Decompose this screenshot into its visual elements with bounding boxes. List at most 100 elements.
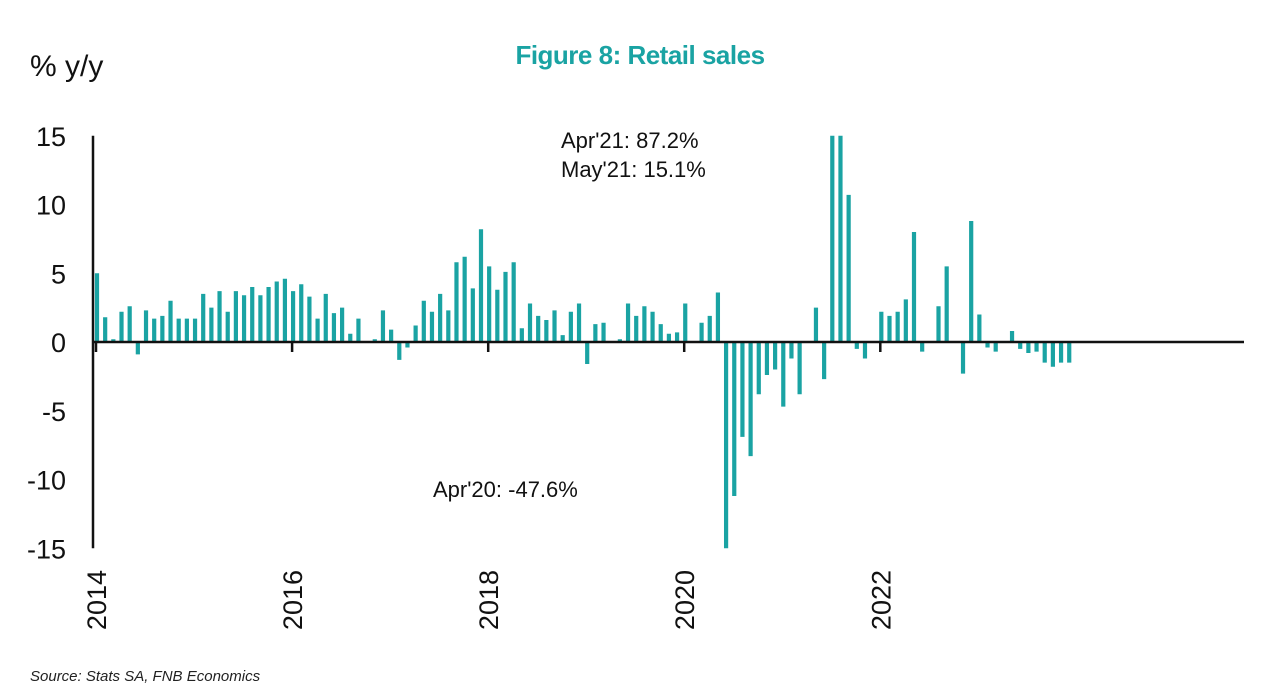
bar-undefined — [1042, 342, 1047, 363]
bar-2015-03 — [209, 307, 214, 343]
bar-2016-12 — [380, 310, 386, 342]
bar-2019-12 — [674, 332, 680, 343]
bar-2019-01 — [585, 342, 590, 364]
bar-2020-12 — [773, 342, 778, 370]
bar-2015-05 — [225, 311, 230, 342]
bar-2014-01 — [94, 273, 100, 342]
bar-2022-06 — [920, 342, 925, 352]
bar-2018-11 — [568, 311, 573, 342]
bar-2021-10 — [854, 342, 859, 349]
bar-2020-09 — [748, 342, 753, 457]
bar-2022-08 — [936, 306, 941, 342]
bar-2016-03 — [307, 296, 312, 343]
bar-2014-03 — [111, 339, 116, 342]
bar-2014-07 — [143, 310, 149, 342]
bar-2020-07 — [732, 342, 737, 496]
bar-2014-10 — [168, 300, 173, 342]
bar-2015-08 — [250, 287, 255, 342]
bar-2015-09 — [258, 295, 263, 342]
y-tick-label: -15 — [27, 534, 66, 564]
x-tick-label: 2022 — [866, 570, 896, 630]
bar-2017-03 — [405, 342, 410, 348]
bar-2022-05 — [911, 232, 917, 342]
bar-2016-09 — [356, 318, 361, 343]
bar-2019-02 — [593, 324, 598, 343]
y-tick-label: 0 — [51, 328, 66, 358]
bar-2021-08 — [838, 135, 843, 342]
bar-2019-05 — [617, 339, 622, 342]
x-tick-label: 2018 — [474, 570, 504, 630]
bar-2019-06 — [625, 303, 631, 342]
bar-2016-11 — [372, 339, 377, 342]
bar-2014-04 — [119, 311, 124, 342]
bar-2018-12 — [576, 303, 582, 342]
bar-2020-03 — [699, 322, 704, 342]
bar-2017-07 — [438, 293, 443, 343]
bar-2014-09 — [160, 315, 165, 343]
bar-2023-01 — [977, 314, 982, 342]
y-tick-label: 15 — [36, 122, 66, 152]
bar-2020-08 — [740, 342, 745, 437]
bar-2017-06 — [429, 311, 435, 342]
bar-2015-11 — [274, 281, 279, 342]
bar-2016-05 — [323, 293, 328, 343]
bar-2015-07 — [241, 295, 247, 342]
bar-2020-10 — [756, 342, 761, 395]
y-tick-label: 10 — [36, 191, 66, 221]
bar-2022-03 — [895, 311, 900, 342]
y-tick-label: -10 — [27, 466, 66, 496]
bar-2022-02 — [887, 315, 892, 343]
x-axis-ticks: 2014 2016 2018 2020 2022 — [82, 342, 896, 630]
bar-2020-06 — [723, 342, 729, 549]
bar-2020-11 — [764, 342, 770, 375]
bar-2018-09 — [552, 310, 557, 342]
bar-2018-03 — [503, 271, 508, 343]
bar-2017-02 — [397, 342, 402, 360]
bar-2021-03 — [797, 342, 802, 395]
source-note: Source: Stats SA, FNB Economics — [30, 668, 261, 685]
bar-2016-02 — [299, 284, 304, 342]
bar-2021-02 — [789, 342, 794, 359]
bar-2021-06 — [822, 342, 827, 380]
bar-2021-09 — [846, 194, 851, 343]
bar-undefined — [1067, 342, 1072, 363]
bar-2023-03 — [993, 342, 998, 352]
bar-2018-04 — [511, 262, 516, 342]
annotation-apr20: Apr'20: -47.6% — [433, 477, 578, 502]
bar-2018-07 — [536, 315, 541, 343]
bar-2017-01 — [389, 329, 394, 343]
bar-2018-10 — [560, 335, 565, 343]
bar-2017-12 — [478, 229, 484, 342]
bar-2015-02 — [201, 293, 206, 343]
bar-2022-04 — [903, 299, 908, 343]
bar-2015-06 — [233, 291, 238, 343]
bar-2016-01 — [290, 291, 296, 343]
x-tick-label: 2016 — [278, 570, 308, 630]
bar-2020-05 — [715, 292, 721, 342]
bar-undefined — [1050, 342, 1055, 367]
bar-2017-05 — [421, 300, 426, 342]
bar-2022-12 — [969, 221, 974, 342]
bar-2022-09 — [944, 266, 949, 343]
x-tick-label: 2014 — [82, 570, 112, 630]
bar-series — [94, 135, 1072, 549]
bar-2021-07 — [830, 135, 835, 342]
bar-2016-08 — [348, 333, 353, 342]
bar-2017-04 — [413, 325, 418, 342]
bar-2014-06 — [135, 342, 140, 355]
bar-2020-04 — [707, 315, 712, 343]
bar-2014-12 — [184, 318, 189, 343]
bar-2017-09 — [454, 262, 459, 342]
bar-2018-08 — [544, 320, 549, 342]
bar-2020-01 — [683, 303, 688, 342]
bar-2017-10 — [462, 256, 467, 342]
x-tick-label: 2020 — [670, 570, 700, 630]
bar-2019-07 — [634, 315, 639, 343]
bar-2018-01 — [487, 266, 492, 343]
bar-2018-05 — [519, 328, 524, 342]
bar-2017-11 — [470, 288, 475, 343]
y-axis-unit-label: % y/y — [30, 50, 104, 83]
y-tick-label: -5 — [42, 397, 66, 427]
bar-2014-08 — [152, 318, 157, 343]
